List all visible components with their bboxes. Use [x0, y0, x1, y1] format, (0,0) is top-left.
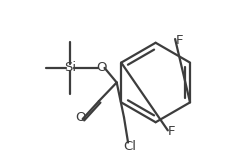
Text: O: O	[75, 111, 86, 124]
Text: F: F	[167, 125, 175, 138]
Text: Si: Si	[64, 61, 77, 74]
Text: Cl: Cl	[123, 140, 136, 153]
Text: O: O	[96, 61, 107, 74]
Text: F: F	[175, 34, 183, 47]
